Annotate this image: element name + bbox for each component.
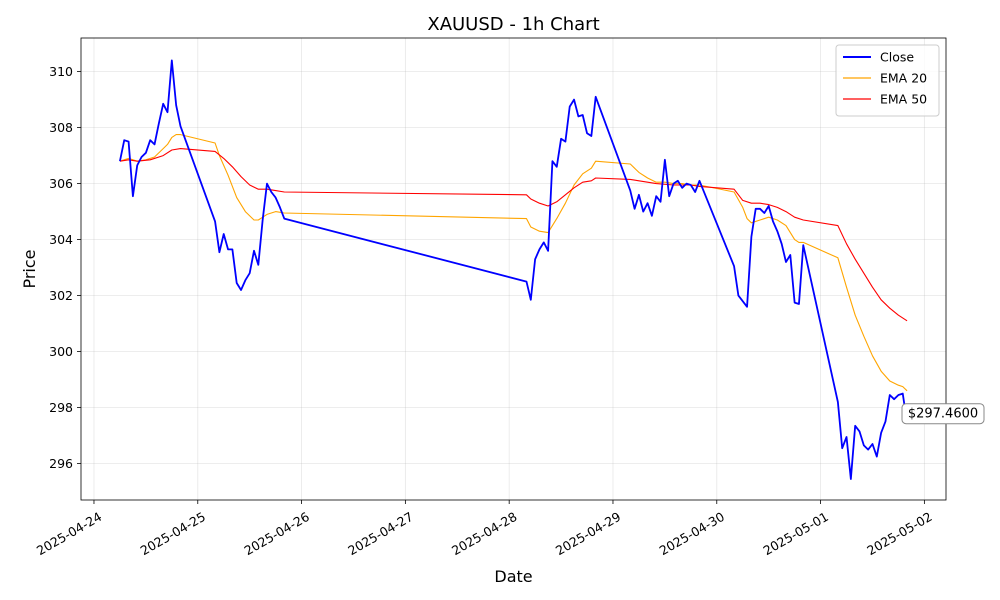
legend-label: EMA 50 bbox=[880, 92, 927, 107]
series-line-ema-20 bbox=[119, 134, 908, 392]
y-tick-label: 304 bbox=[49, 232, 73, 247]
y-tick-label: 306 bbox=[49, 176, 73, 191]
legend-label: EMA 20 bbox=[880, 71, 927, 86]
legend-box bbox=[835, 44, 940, 117]
y-tick-label: 310 bbox=[49, 64, 73, 79]
y-tick-label: 302 bbox=[49, 288, 73, 303]
plot-frame bbox=[80, 37, 947, 501]
last-price-label: $297.4600 bbox=[908, 407, 978, 422]
series-lines bbox=[119, 59, 908, 480]
last-price-box bbox=[901, 403, 985, 425]
last-price-annotation: $297.4600 bbox=[901, 403, 985, 425]
y-axis-label: Price bbox=[20, 249, 39, 288]
y-tick-label: 308 bbox=[49, 120, 73, 135]
series-line-close bbox=[119, 59, 908, 480]
y-tick-label: 296 bbox=[49, 456, 73, 471]
y-tick-label: 298 bbox=[49, 400, 73, 415]
y-axis: 296 298 300 302 304 306 308 310 bbox=[49, 64, 81, 471]
y-tick-label: 300 bbox=[49, 344, 73, 359]
legend: Close EMA 20 EMA 50 bbox=[835, 44, 940, 117]
chart-title: XAUUSD - 1h Chart bbox=[427, 14, 599, 35]
series-line-ema-50 bbox=[119, 148, 908, 322]
x-axis-label: Date bbox=[494, 567, 532, 586]
legend-label: Close bbox=[880, 50, 914, 65]
